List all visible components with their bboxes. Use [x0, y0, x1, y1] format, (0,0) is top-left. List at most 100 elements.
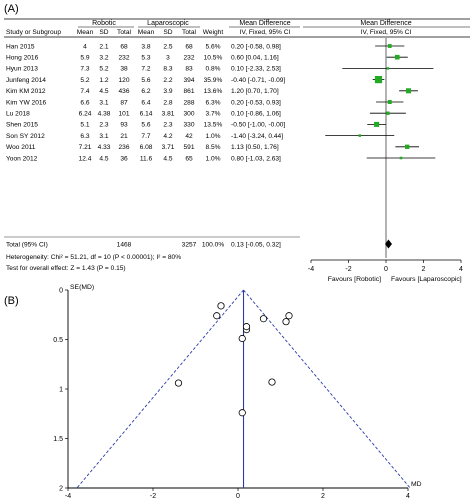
study-point: [282, 318, 290, 326]
study-weight: 8.5%: [205, 144, 220, 151]
lap-total: 394: [183, 77, 194, 84]
robotic-total: 120: [118, 77, 129, 84]
lap-mean: 6.08: [140, 144, 153, 151]
study-ci-text: -0.40 [-0.71, -0.09]: [231, 77, 285, 84]
robotic-sd: 2.1: [99, 43, 108, 50]
robotic-sd: 3.2: [99, 55, 108, 62]
lap-sd: 2.3: [163, 122, 172, 129]
study-ci-text: 0.20 [-0.53, 0.93]: [231, 99, 281, 106]
study-name: Shen 2015: [6, 122, 38, 129]
robotic-sd: 3.1: [99, 99, 108, 106]
study-name: Han 2015: [6, 43, 35, 50]
lap-total: 288: [183, 99, 194, 106]
robotic-total: 101: [118, 111, 129, 118]
robotic-mean: 7.21: [79, 144, 92, 151]
total-robotic: 1468: [117, 241, 132, 248]
study-point: [238, 334, 246, 343]
study-point: [238, 409, 246, 417]
study-name: Yoon 2012: [6, 155, 38, 162]
robotic-mean: 7.4: [80, 88, 89, 95]
plot-title-header: Mean Difference: [360, 20, 411, 27]
panel-a-label: (A): [4, 3, 19, 15]
funnel-y-tick-label: 2: [59, 486, 63, 493]
robotic-total: 93: [120, 122, 128, 129]
lap-sd: 3.81: [162, 111, 175, 118]
study-ci-text: 0.60 [0.04, 1.16]: [231, 55, 279, 62]
robotic-sd: 4.33: [98, 144, 111, 151]
study-ci-text: 1.20 [0.70, 1.70]: [231, 88, 279, 95]
forest-x-tick-label: -4: [308, 266, 314, 273]
favours-robotic-label: Favours [Robotic]: [328, 276, 381, 283]
lap-sd: 3.9: [163, 88, 172, 95]
study-name: Woo 2011: [6, 144, 36, 151]
weight-square: [387, 44, 392, 48]
study-name: Son SY 2012: [6, 133, 45, 140]
funnel-x-tick-label: -4: [65, 493, 71, 499]
robotic-sd: 2.3: [99, 122, 108, 129]
funnel-left-boundary: [76, 289, 244, 489]
study-name: Kim KM 2012: [6, 88, 46, 95]
forest-x-tick-label: 4: [459, 266, 463, 273]
robotic-total: 236: [118, 144, 129, 151]
robotic-sd: 4.5: [99, 155, 108, 162]
lap-mean: 6.14: [140, 111, 153, 118]
robotic-mean: 6.24: [79, 111, 92, 118]
lap-sd: 3: [166, 55, 170, 62]
study-ci-text: 0.10 [-0.86, 1.06]: [231, 111, 281, 118]
study-point: [174, 379, 183, 387]
study-point: [259, 315, 268, 323]
md-column-header: Mean Difference: [239, 20, 290, 27]
lap-total: 68: [185, 43, 193, 50]
lap-total: 42: [185, 133, 193, 140]
total-ci-text: 0.13 [-0.05, 0.32]: [231, 241, 281, 248]
study-point: [285, 312, 293, 320]
lap-mean: 3.8: [141, 43, 150, 50]
study-name: Kim YW 2016: [6, 99, 47, 106]
lap-sd: 2.5: [163, 43, 172, 50]
lap-sd-header: SD: [163, 29, 172, 36]
funnel-y-tick-label: 1: [59, 387, 63, 394]
weight-square: [405, 88, 412, 94]
study-ci-text: -0.50 [-1.00, -0.00]: [231, 122, 285, 129]
study-weight: 13.5%: [204, 122, 223, 129]
study-weight: 5.6%: [205, 43, 220, 50]
lap-mean: 7.7: [141, 133, 150, 140]
robotic-sd: 4.38: [98, 111, 111, 118]
heterogeneity-text: Heterogeneity: Chi² = 51.21, df = 10 (P …: [6, 254, 181, 261]
weight-column-header: Weight: [203, 29, 224, 36]
funnel-y-tick-label: 0.5: [53, 337, 63, 344]
weight-square: [387, 100, 392, 104]
lap-mean: 5.6: [141, 77, 150, 84]
lap-mean: 6.2: [141, 88, 150, 95]
funnel-y-tick-label: 1.5: [53, 436, 63, 443]
forest-x-tick-label: 2: [422, 266, 426, 273]
lap-sd: 2.2: [163, 77, 172, 84]
weight-square: [394, 54, 400, 60]
robotic-mean: 7.3: [80, 66, 89, 73]
study-point: [217, 302, 225, 310]
study-ci-text: 1.13 [0.50, 1.76]: [231, 144, 279, 151]
total-label: Total (95% CI): [6, 241, 48, 248]
robotic-sd: 3.1: [99, 133, 108, 140]
robotic-sd: 5.2: [99, 66, 108, 73]
funnel-x-axis-label: MD: [411, 481, 422, 488]
lap-mean: 11.6: [140, 155, 153, 162]
lap-total: 861: [183, 88, 194, 95]
study-ci-text: -1.40 [-3.24, 0.44]: [231, 133, 283, 140]
robotic-mean: 6.6: [80, 99, 89, 106]
total-lap: 3257: [182, 241, 197, 248]
robotic-total-header: Total: [117, 29, 131, 36]
overall-effect-text: Test for overall effect: Z = 1.43 (P = 0…: [6, 265, 126, 272]
lap-group-header: Laparoscopic: [147, 20, 189, 27]
favours-lap-label: Favours [Laparoscopic]: [391, 276, 462, 283]
weight-square: [405, 144, 410, 149]
study-point: [242, 323, 251, 331]
study-weight: 10.5%: [204, 55, 223, 62]
study-ci-text: 0.20 [-0.58, 0.98]: [231, 43, 281, 50]
panel-b-label: (B): [4, 295, 19, 307]
robotic-total: 232: [118, 55, 129, 62]
robotic-sd: 1.2: [99, 77, 108, 84]
robotic-sd: 4.5: [99, 88, 108, 95]
